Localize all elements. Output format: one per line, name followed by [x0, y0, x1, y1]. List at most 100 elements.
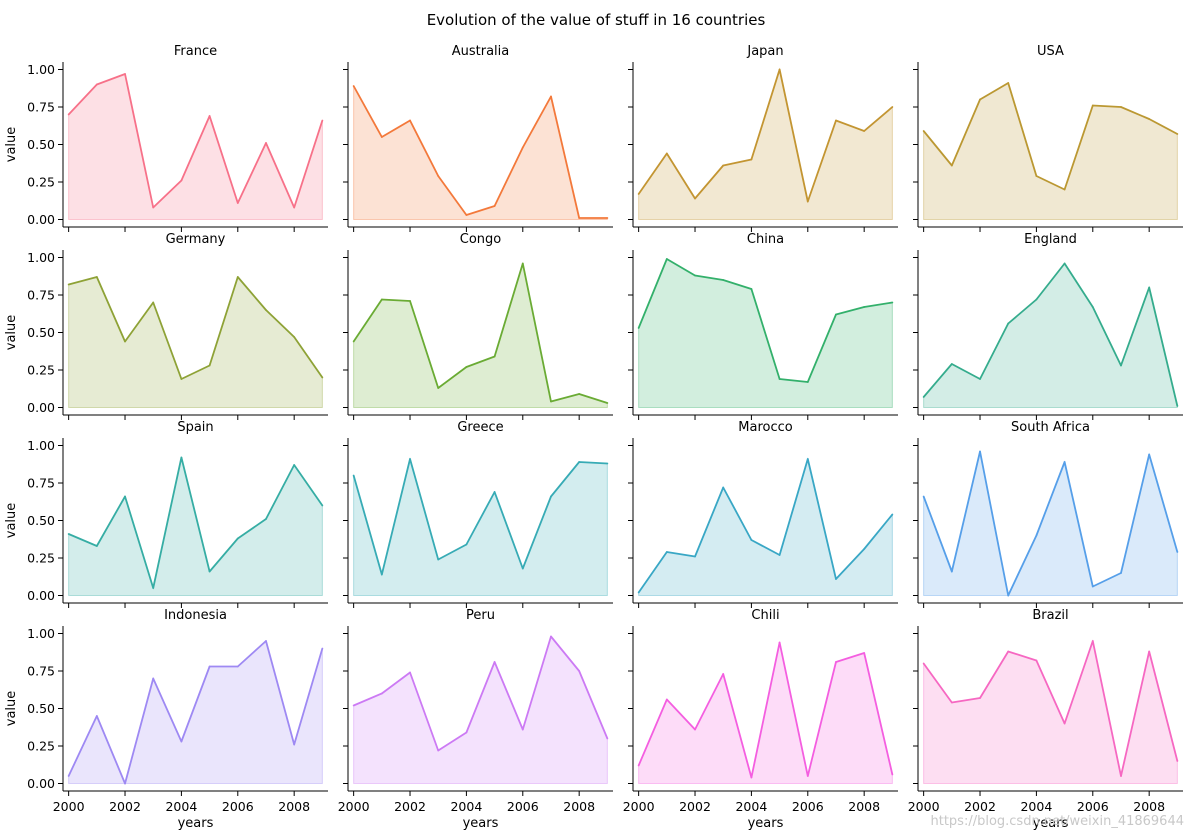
panel-title: South Africa	[1011, 420, 1090, 435]
data-point	[265, 640, 267, 642]
data-point	[950, 164, 953, 167]
data-point	[778, 641, 781, 644]
data-point	[665, 152, 668, 155]
data-point	[1176, 551, 1179, 553]
data-point	[1148, 118, 1151, 120]
data-point	[152, 301, 155, 304]
x-tick-label: 2004	[1020, 799, 1052, 814]
data-point	[694, 197, 696, 200]
panel-south-africa: South Africa	[913, 420, 1183, 608]
data-point	[1035, 659, 1038, 662]
data-point	[208, 115, 211, 117]
data-point	[750, 158, 753, 161]
panel-title: Indonesia	[164, 608, 227, 623]
panel-peru: Peru 2000 2002 2004 2006 2008 years	[338, 608, 613, 831]
data-point	[124, 495, 126, 498]
y-tick-label: 0.75	[27, 288, 55, 303]
series-line	[922, 450, 1179, 597]
watermark: https://blog.csdn.net/weixin_41869644	[930, 814, 1184, 829]
data-point	[1063, 262, 1066, 265]
data-point	[606, 462, 609, 465]
data-point	[67, 533, 70, 535]
data-point	[578, 461, 581, 463]
data-point	[550, 635, 552, 638]
y-tick-label: 0.25	[27, 739, 55, 754]
data-point	[521, 146, 524, 149]
data-point	[208, 570, 211, 573]
series-line	[922, 640, 1179, 777]
x-tick-label: 2000	[623, 799, 655, 814]
panel-title: England	[1024, 232, 1077, 247]
data-point	[409, 300, 411, 302]
series-line	[637, 458, 894, 594]
data-point	[293, 206, 296, 209]
series-line	[67, 73, 324, 209]
x-tick-label: 2004	[450, 799, 482, 814]
data-point	[95, 276, 98, 278]
data-point	[637, 591, 640, 594]
y-tick-label: 0.50	[27, 137, 55, 152]
series-area	[638, 67, 893, 220]
x-tick-label: 2008	[563, 799, 595, 814]
data-point	[236, 202, 239, 204]
series-line	[352, 262, 608, 404]
panel-germany: Germany 0.00 0.25 0.50 0.75 1.00 value	[4, 232, 328, 420]
data-point	[979, 98, 981, 101]
data-point	[236, 537, 239, 540]
panel-chili: Chili 2000 2002 2004 2006 2008 years	[623, 608, 898, 831]
series-area	[353, 263, 608, 408]
data-point	[409, 671, 411, 674]
data-point	[665, 551, 668, 553]
data-point	[835, 313, 837, 316]
data-point	[750, 288, 753, 290]
x-tick-label: 2000	[908, 799, 940, 814]
data-point	[578, 670, 581, 672]
data-point	[863, 548, 866, 550]
data-point	[922, 662, 925, 665]
data-point	[550, 400, 552, 403]
data-point	[722, 279, 725, 281]
x-tick-label: 2002	[109, 799, 141, 814]
data-point	[578, 393, 581, 395]
data-point	[863, 652, 866, 654]
data-point	[265, 518, 267, 520]
x-tick-label: 2008	[278, 799, 310, 814]
data-point	[437, 175, 440, 177]
data-point	[778, 554, 781, 556]
data-point	[180, 456, 183, 459]
y-tick-label: 0.25	[27, 175, 55, 190]
series-line	[637, 68, 893, 203]
data-point	[806, 381, 809, 383]
data-point	[521, 262, 524, 265]
data-point	[437, 387, 440, 389]
panel-title: Spain	[177, 420, 213, 435]
x-tick-label: 2002	[964, 799, 996, 814]
data-point	[465, 366, 468, 368]
series-line	[68, 456, 324, 589]
data-point	[1148, 453, 1151, 456]
data-point	[465, 214, 468, 216]
data-point	[806, 775, 809, 777]
data-point	[694, 274, 696, 277]
data-point	[380, 298, 383, 301]
data-point	[863, 130, 866, 132]
data-point	[606, 737, 609, 740]
data-point	[637, 193, 640, 195]
y-tick-label: 0.50	[27, 701, 55, 716]
y-tick-label: 0.75	[27, 100, 55, 115]
x-axis-label: years	[178, 816, 214, 831]
series-area	[923, 451, 1178, 598]
y-axis-label: value	[4, 691, 19, 727]
data-point	[950, 701, 953, 704]
y-tick-label: 0.50	[27, 325, 55, 340]
data-point	[380, 136, 383, 138]
y-tick-label: 0.50	[27, 513, 55, 528]
y-tick-label: 0.75	[27, 664, 55, 679]
panels: France 0.00 0.25 0.50 0.75 1.00 value Australia…	[4, 44, 1183, 831]
panel-title: Peru	[466, 608, 495, 623]
x-tick-label: 2004	[735, 799, 767, 814]
data-point	[606, 402, 609, 404]
series-area	[353, 457, 608, 596]
data-point	[637, 327, 640, 329]
